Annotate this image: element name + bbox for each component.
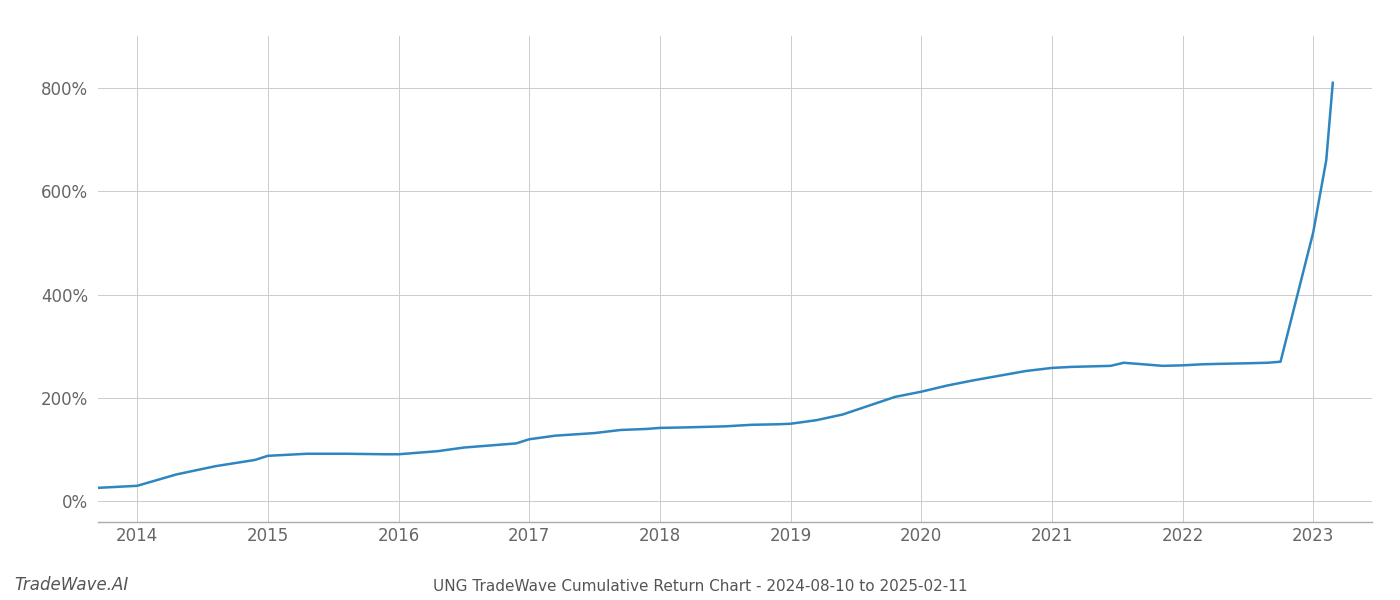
Text: TradeWave.AI: TradeWave.AI [14,576,129,594]
Text: UNG TradeWave Cumulative Return Chart - 2024-08-10 to 2025-02-11: UNG TradeWave Cumulative Return Chart - … [433,579,967,594]
